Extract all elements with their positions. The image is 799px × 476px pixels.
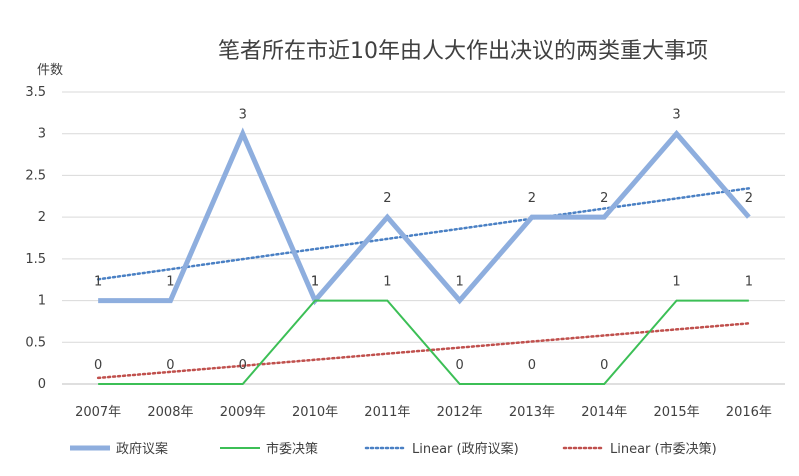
data-label: 1 <box>383 275 391 290</box>
data-label: 3 <box>239 108 247 123</box>
data-label: 0 <box>166 358 174 373</box>
x-tick-label: 2013年 <box>509 405 555 420</box>
data-label: 1 <box>456 275 464 290</box>
y-tick-label: 1.5 <box>25 252 46 267</box>
x-tick-label: 2012年 <box>437 405 483 420</box>
legend-label: Linear (政府议案) <box>412 442 519 457</box>
legend: 政府议案 市委决策 Linear (政府议案) Linear (市委决策) <box>70 441 717 457</box>
data-label: 2 <box>528 191 536 206</box>
data-label: 0 <box>94 358 102 373</box>
data-label: 1 <box>94 275 102 290</box>
x-tick-label: 2016年 <box>726 405 772 420</box>
data-label: 1 <box>745 275 753 290</box>
y-tick-label: 3.5 <box>25 85 46 100</box>
x-tick-label: 2014年 <box>581 405 627 420</box>
x-tick-label: 2009年 <box>220 405 266 420</box>
trendlines <box>96 187 751 380</box>
x-axis-ticks: 2007年 2008年 2009年 2010年 2011年 2012年 2013年 2014年… <box>75 405 772 420</box>
data-label: 2 <box>745 191 753 206</box>
legend-label: Linear (市委决策) <box>610 441 717 457</box>
y-tick-label: 2 <box>38 210 46 225</box>
data-label: 0 <box>600 358 608 373</box>
y-tick-label: 0.5 <box>25 335 46 350</box>
y-tick-label: 0 <box>38 377 46 392</box>
trendline <box>96 187 751 281</box>
x-tick-label: 2015年 <box>654 405 700 420</box>
data-label: 0 <box>456 358 464 373</box>
y-tick-label: 2.5 <box>25 168 46 183</box>
data-label: 3 <box>672 108 680 123</box>
legend-label: 政府议案 <box>116 442 168 457</box>
x-tick-label: 2007年 <box>75 405 121 420</box>
data-label: 1 <box>672 275 680 290</box>
legend-label: 市委决策 <box>266 441 318 457</box>
data-label: 2 <box>600 191 608 206</box>
series-line <box>98 299 749 385</box>
series-lines <box>98 127 751 385</box>
x-tick-label: 2008年 <box>147 405 193 420</box>
data-label: 0 <box>528 358 536 373</box>
y-axis-label: 件数 <box>37 63 63 78</box>
data-label: 1 <box>311 275 319 290</box>
x-tick-label: 2010年 <box>292 405 338 420</box>
series-line <box>98 127 751 306</box>
y-axis-ticks: 0 0.5 1 1.5 2 2.5 3 3.5 <box>25 85 46 392</box>
chart-title: 笔者所在市近10年由人大作出决议的两类重大事项 <box>218 39 708 64</box>
gridlines <box>62 91 785 385</box>
y-tick-label: 1 <box>38 294 46 309</box>
trendline <box>96 322 751 380</box>
y-tick-label: 3 <box>38 127 46 142</box>
x-tick-label: 2011年 <box>364 405 410 420</box>
data-label: 2 <box>383 191 391 206</box>
data-label: 0 <box>239 358 247 373</box>
data-label: 1 <box>311 275 319 290</box>
data-label: 1 <box>166 275 174 290</box>
